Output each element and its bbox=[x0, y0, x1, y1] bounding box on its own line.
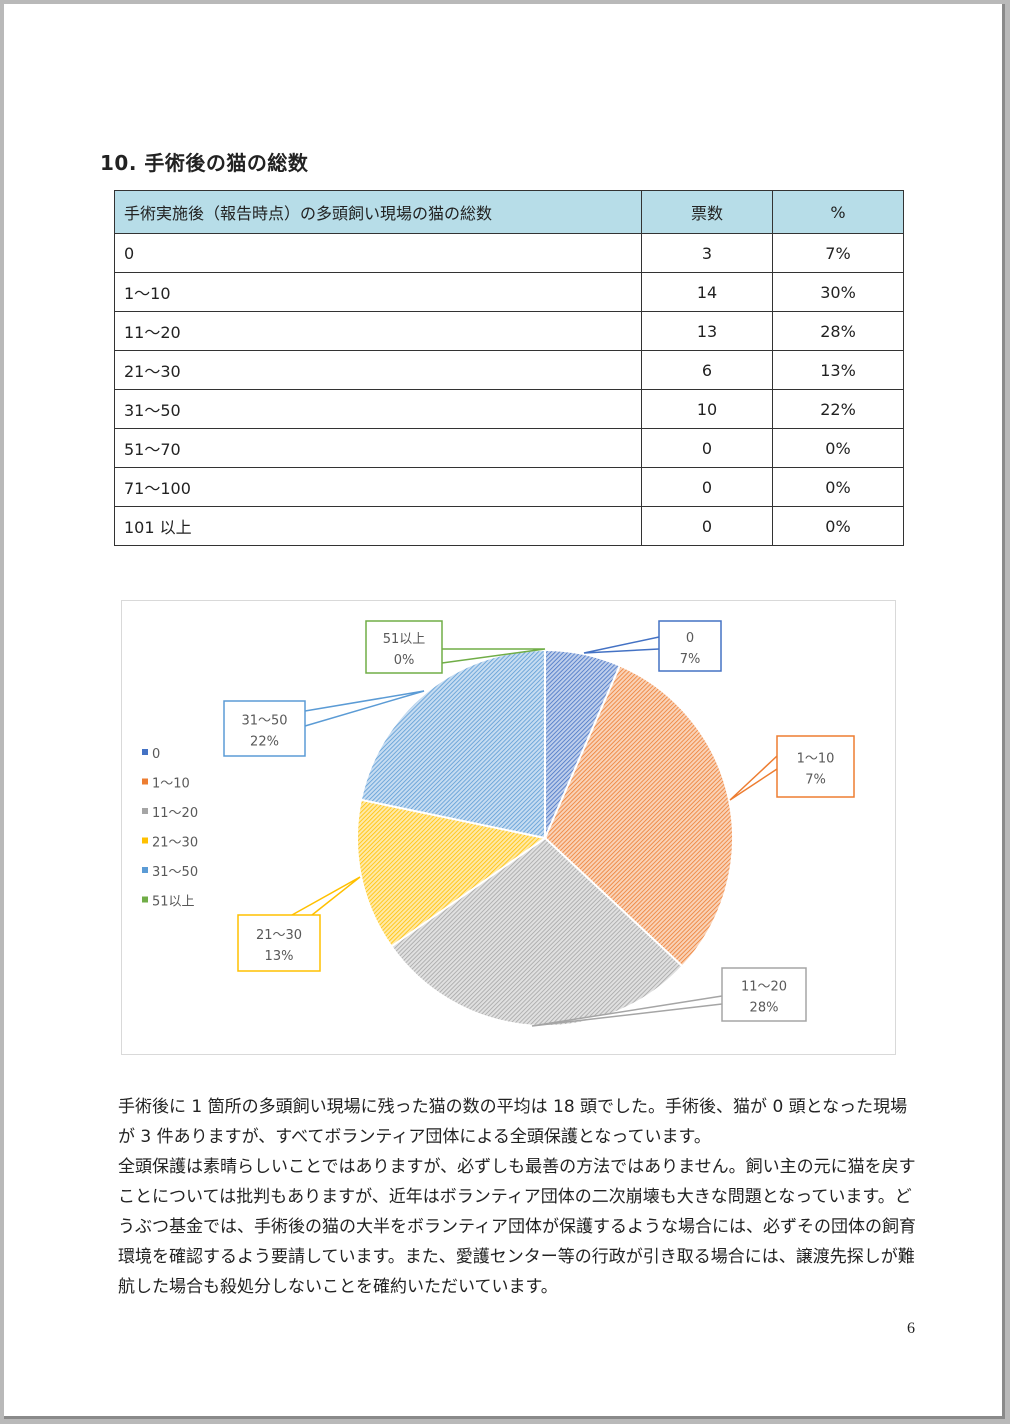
legend-swatch bbox=[142, 778, 148, 785]
document-page: 10. 手術後の猫の総数 手術実施後（報告時点）の多頭飼い現場の猫の総数 票数 … bbox=[4, 4, 1005, 1419]
cell-votes: 6 bbox=[641, 350, 773, 390]
legend-item: 1～10 bbox=[142, 777, 190, 792]
data-label-category: 31～50 bbox=[241, 714, 287, 729]
pie-chart: 0 7% 1～10 7% 11～20 28% 21～30 13% 31～50 22% 51以上 0% 0… bbox=[121, 600, 896, 1055]
data-label-3: 21～30 13% bbox=[237, 876, 361, 972]
data-label-percent: 13% bbox=[265, 949, 294, 964]
legend-swatch bbox=[142, 837, 148, 844]
cell-range: 1～10 bbox=[114, 272, 642, 312]
legend-swatch bbox=[142, 808, 148, 814]
cell-range: 0 bbox=[114, 233, 642, 273]
table-row: 101 以上 0 0% bbox=[114, 506, 904, 546]
cell-percent: 7% bbox=[772, 233, 904, 273]
section-title: 10. 手術後の猫の総数 bbox=[100, 151, 309, 175]
data-label-category: 0 bbox=[686, 631, 694, 646]
legend-label: 21～30 bbox=[152, 836, 198, 851]
data-label-category: 11～20 bbox=[741, 980, 787, 995]
cell-votes: 0 bbox=[641, 428, 773, 468]
table-row: 31～50 10 22% bbox=[114, 389, 904, 429]
legend-swatch bbox=[142, 867, 148, 873]
results-table: 手術実施後（報告時点）の多頭飼い現場の猫の総数 票数 % 0 3 7% 1～10 14 3… bbox=[114, 190, 904, 546]
table-row: 11～20 13 28% bbox=[114, 311, 904, 351]
legend-swatch bbox=[142, 749, 148, 755]
data-label-percent: 22% bbox=[250, 735, 279, 750]
body-paragraph: 全頭保護は素晴らしいことではありますが、必ずしも最善の方法ではありません。飼い主… bbox=[118, 1157, 916, 1297]
cell-percent: 0% bbox=[772, 428, 904, 468]
legend-label: 51以上 bbox=[152, 895, 195, 910]
data-label-category: 51以上 bbox=[383, 632, 426, 647]
legend-label: 11～20 bbox=[152, 806, 198, 821]
legend-label: 0 bbox=[152, 747, 160, 762]
data-label-percent: 28% bbox=[750, 1001, 779, 1016]
cell-percent: 0% bbox=[772, 506, 904, 546]
cell-votes: 14 bbox=[641, 272, 773, 312]
cell-range: 71～100 bbox=[114, 467, 642, 507]
body-text: 手術後に 1 箇所の多頭飼い現場に残った猫の数の平均は 18 頭でした。手術後、… bbox=[118, 1092, 918, 1302]
pie-chart-svg: 07%1～107%11～2028%21～3013%31～5022%51以上0%0… bbox=[142, 620, 855, 1027]
table-row: 0 3 7% bbox=[114, 233, 904, 273]
page-number: 6 bbox=[907, 1320, 915, 1337]
cell-range: 101 以上 bbox=[114, 506, 642, 546]
table-row: 1～10 14 30% bbox=[114, 272, 904, 312]
legend-item: 0 bbox=[142, 747, 160, 762]
data-label-1: 1～10 7% bbox=[729, 735, 855, 801]
cell-percent: 0% bbox=[772, 467, 904, 507]
legend-item: 51以上 bbox=[142, 895, 195, 910]
cell-range: 11～20 bbox=[114, 311, 642, 351]
table-row: 71～100 0 0% bbox=[114, 467, 904, 507]
legend-label: 1～10 bbox=[152, 777, 190, 792]
cell-votes: 13 bbox=[641, 311, 773, 351]
body-paragraph: 手術後に 1 箇所の多頭飼い現場に残った猫の数の平均は 18 頭でした。手術後、… bbox=[118, 1097, 908, 1147]
cell-range: 51～70 bbox=[114, 428, 642, 468]
cell-votes: 0 bbox=[641, 467, 773, 507]
table-row: 21～30 6 13% bbox=[114, 350, 904, 390]
cell-range: 21～30 bbox=[114, 350, 642, 390]
column-header-count-range: 手術実施後（報告時点）の多頭飼い現場の猫の総数 bbox=[114, 190, 642, 234]
pie-slice-3 bbox=[356, 798, 548, 948]
column-header-percent: % bbox=[772, 190, 904, 234]
table-row: 51～70 0 0% bbox=[114, 428, 904, 468]
data-label-0: 07% bbox=[583, 620, 722, 672]
legend-label: 31～50 bbox=[152, 865, 198, 880]
cell-percent: 13% bbox=[772, 350, 904, 390]
data-label-4: 31～50 22% bbox=[223, 690, 425, 757]
pie-slice-1 bbox=[543, 664, 734, 968]
cell-votes: 10 bbox=[641, 389, 773, 429]
legend-item: 21～30 bbox=[142, 836, 198, 851]
data-label-2: 11～20 28% bbox=[531, 967, 807, 1027]
data-label-percent: 7% bbox=[680, 652, 701, 667]
cell-percent: 22% bbox=[772, 389, 904, 429]
data-label-percent: 7% bbox=[805, 773, 826, 788]
column-header-votes: 票数 bbox=[641, 190, 773, 234]
legend-item: 11～20 bbox=[142, 806, 198, 821]
data-label-percent: 0% bbox=[394, 653, 415, 668]
data-label-category: 1～10 bbox=[797, 752, 835, 767]
cell-votes: 3 bbox=[641, 233, 773, 273]
data-label-5: 51以上 0% bbox=[365, 620, 546, 674]
legend-item: 31～50 bbox=[142, 865, 198, 880]
cell-votes: 0 bbox=[641, 506, 773, 546]
legend-swatch bbox=[142, 896, 148, 903]
table-header-row: 手術実施後（報告時点）の多頭飼い現場の猫の総数 票数 % bbox=[114, 190, 904, 234]
cell-percent: 30% bbox=[772, 272, 904, 312]
data-label-category: 21～30 bbox=[256, 928, 302, 943]
cell-percent: 28% bbox=[772, 311, 904, 351]
cell-range: 31～50 bbox=[114, 389, 642, 429]
